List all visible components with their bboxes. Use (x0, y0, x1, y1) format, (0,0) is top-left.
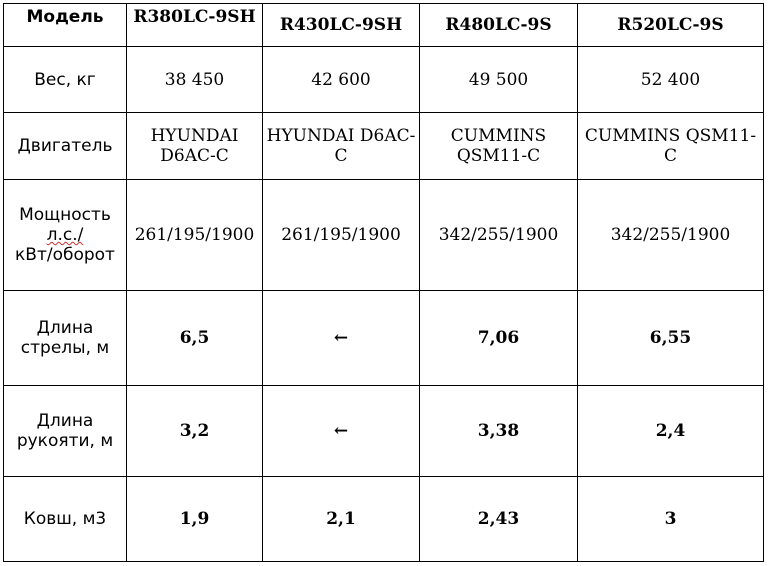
cell-value: 3 (577, 476, 764, 562)
cell-value: 52 400 (577, 46, 764, 113)
left-arrow-icon: ← (262, 290, 420, 386)
cell-value: 3,2 (126, 385, 263, 477)
cell-value: CUMMINS QSM11-C (577, 112, 764, 180)
cell-value: 261/195/1900 (126, 179, 263, 291)
spec-table: Модель R380LC-9SH R430LC-9SH R480LC-9S R… (3, 3, 764, 562)
cell-value: CUMMINS QSM11-C (419, 112, 578, 180)
row-label: Мощность л.с./ кВт/оборот (3, 179, 127, 291)
cell-value: 49 500 (419, 46, 578, 113)
cell-value: 2,1 (262, 476, 420, 562)
cell-value: HYUNDAI D6AC-C (262, 112, 420, 180)
cell-value: 261/195/1900 (262, 179, 420, 291)
header-model-4: R520LC-9S (577, 3, 764, 47)
row-label-line: Мощность (19, 205, 111, 225)
cell-value: 7,06 (419, 290, 578, 386)
table-row-power: Мощность л.с./ кВт/оборот 261/195/1900 2… (3, 179, 764, 291)
cell-value: 1,9 (126, 476, 263, 562)
header-model-2: R430LC-9SH (262, 3, 420, 47)
table-header-row: Модель R380LC-9SH R430LC-9SH R480LC-9S R… (3, 3, 764, 47)
row-label-line: Длина (36, 318, 94, 338)
row-label-line: рукояти, м (16, 431, 114, 451)
table-row-bucket: Ковш, м3 1,9 2,1 2,43 3 (3, 476, 764, 562)
cell-value: 2,43 (419, 476, 578, 562)
header-model-1: R380LC-9SH (126, 3, 263, 47)
table-row-arm-length: Длина рукояти, м 3,2 ← 3,38 2,4 (3, 385, 764, 477)
table-row-weight: Вес, кг 38 450 42 600 49 500 52 400 (3, 46, 764, 113)
header-model-3: R480LC-9S (419, 3, 578, 47)
row-label: Длина рукояти, м (3, 385, 127, 477)
row-label-line: стрелы, м (20, 338, 110, 358)
cell-value: 6,55 (577, 290, 764, 386)
left-arrow-icon: ← (262, 385, 420, 477)
cell-value: HYUNDAI D6AC-C (126, 112, 263, 180)
table-row-boom-length: Длина стрелы, м 6,5 ← 7,06 6,55 (3, 290, 764, 386)
cell-value: 342/255/1900 (419, 179, 578, 291)
row-label: Вес, кг (3, 46, 127, 113)
row-label-line: кВт/оборот (15, 245, 115, 265)
row-label: Длина стрелы, м (3, 290, 127, 386)
header-model-label: Модель (3, 3, 127, 47)
row-label: Ковш, м3 (3, 476, 127, 562)
cell-value: 342/255/1900 (577, 179, 764, 291)
table-row-engine: Двигатель HYUNDAI D6AC-C HYUNDAI D6AC-C … (3, 112, 764, 180)
cell-value: 6,5 (126, 290, 263, 386)
row-label-line: Длина (36, 411, 94, 431)
row-label: Двигатель (3, 112, 127, 180)
cell-value: 2,4 (577, 385, 764, 477)
cell-value: 3,38 (419, 385, 578, 477)
cell-value: 42 600 (262, 46, 420, 113)
cell-value: 38 450 (126, 46, 263, 113)
row-label-line: л.с./ (46, 225, 84, 245)
